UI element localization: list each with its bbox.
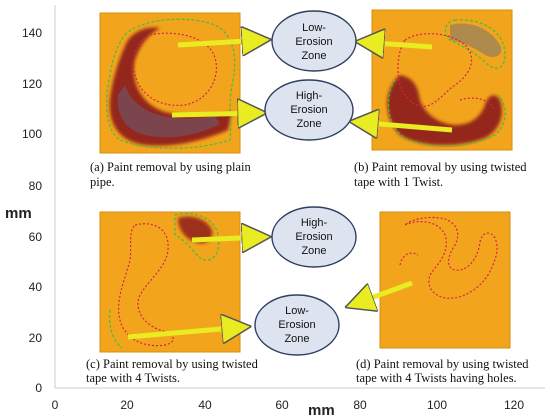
arrow-a-low [177,40,264,45]
panel-d-caption: tape with 4 Twists having holes. [356,371,517,385]
arrow-c-high [191,237,264,240]
x-axis-title: mm [308,402,335,419]
arrow-d-low [352,280,413,305]
zone-label: Low- [285,305,309,317]
panel-a-red-outline [132,32,218,107]
panel-c-caption: (c) Paint removal by using twisted [86,357,259,371]
y-tick-label: 140 [22,26,42,40]
zone-label: Zone [296,118,321,130]
y-ticks: 0 20 40 60 80 100 120 140 [22,26,42,395]
panel-b-caption: tape with 1 Twist. [354,175,443,189]
zone-bubble-bottom-low: Low- Erosion Zone [254,294,340,356]
panel-a-erosion-core [117,85,220,138]
panel-d-red-outline [399,216,498,299]
y-tick-label: 100 [22,127,42,141]
x-ticks: 0 20 40 60 80 100 120 [52,398,525,412]
panel-c-red-outline [118,223,174,347]
arrow-a-high [171,113,260,115]
x-tick-label: 100 [427,398,447,412]
panel-a-caption: pipe. [90,175,115,189]
y-tick-label: 80 [29,179,43,193]
zone-label: Erosion [295,231,332,243]
panel-d-plate [379,211,511,349]
panel-c-caption: tape with 4 Twists. [86,371,180,385]
zone-bubble-bottom-high: High- Erosion Zone [271,206,357,268]
x-tick-label: 40 [198,398,212,412]
x-tick-label: 80 [353,398,367,412]
zone-label: Erosion [295,36,332,48]
y-tick-label: 60 [29,230,43,244]
x-tick-label: 120 [504,398,524,412]
zone-label: High- [296,90,323,102]
zone-label: Low- [302,22,326,34]
zone-bubble-top-high: High- Erosion Zone [264,79,354,141]
panel-c-green-outline [108,213,220,349]
arrows [127,40,453,337]
zone-label: High- [301,217,328,229]
y-axis-title: mm [5,205,32,222]
panel-a-green-outline [105,18,236,149]
panel-b-caption: (b) Paint removal by using twisted [354,160,527,174]
panel-c-erosion-spot [178,216,213,244]
panel-d-caption: (d) Paint removal by using twisted [356,357,529,371]
zone-label: Zone [301,50,326,62]
y-tick-label: 20 [29,331,43,345]
panel-a-plate [99,12,241,154]
panel-b-red-outline [397,33,496,111]
y-tick-label: 40 [29,280,43,294]
arrow-b-low [362,42,433,47]
x-tick-label: 0 [52,398,59,412]
zone-bubble-top-low: Low- Erosion Zone [271,10,357,72]
y-tick-label: 120 [22,77,42,91]
y-tick-label: 0 [35,381,42,395]
zone-label: Zone [284,333,309,345]
panel-b-green-outline [387,19,506,147]
zone-label: Erosion [278,319,315,331]
x-tick-label: 20 [120,398,134,412]
x-tick-label: 60 [275,398,289,412]
arrow-c-low [127,327,244,337]
panel-a-caption: (a) Paint removal by using plain [90,160,251,174]
zone-label: Zone [301,245,326,257]
zone-label: Erosion [290,104,327,116]
arrow-b-high [356,122,453,130]
panel-b-erosion-top [450,23,502,57]
